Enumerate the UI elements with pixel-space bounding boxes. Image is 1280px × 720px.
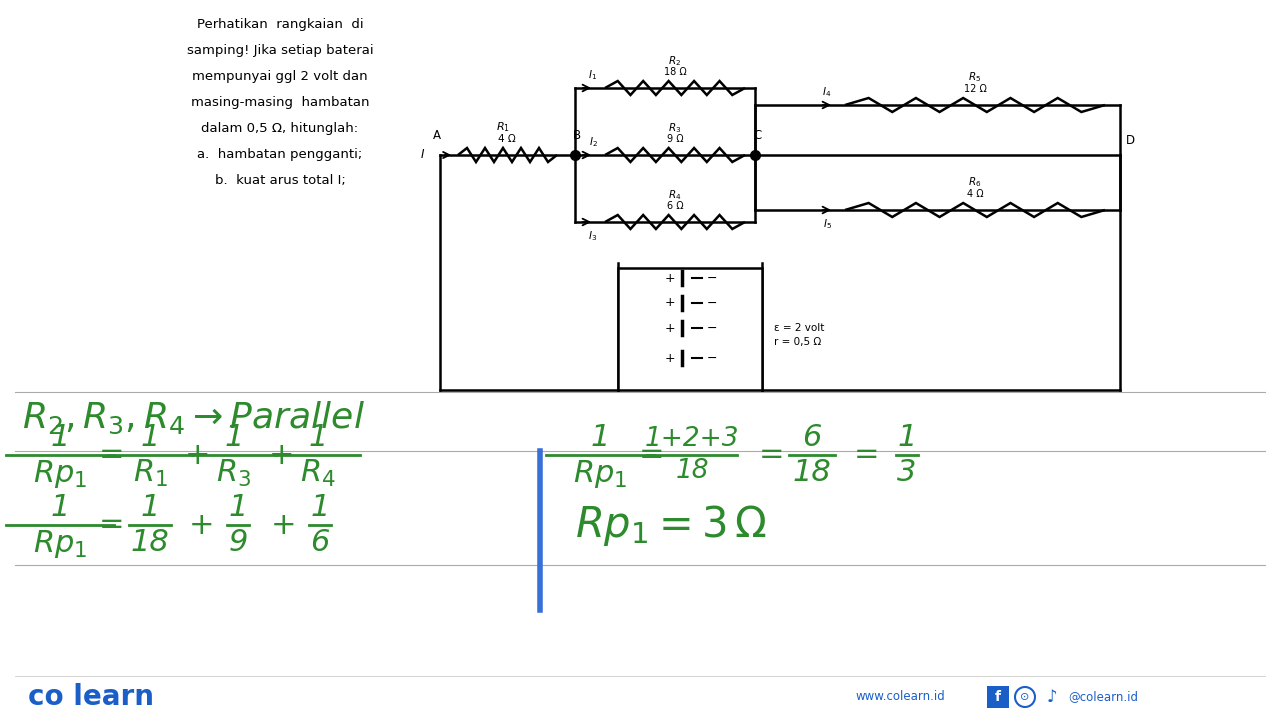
Text: samping! Jika setiap baterai: samping! Jika setiap baterai — [187, 44, 374, 57]
Text: 18: 18 — [792, 458, 832, 487]
Text: co learn: co learn — [28, 683, 154, 711]
Bar — [618, 268, 762, 390]
Text: 9 Ω: 9 Ω — [667, 134, 684, 144]
Text: 1+2+3: 1+2+3 — [645, 426, 740, 452]
Text: $\it{Rp_1 = 3\,\Omega}$: $\it{Rp_1 = 3\,\Omega}$ — [575, 503, 767, 547]
Text: mempunyai ggl 2 volt dan: mempunyai ggl 2 volt dan — [192, 70, 367, 83]
Text: 6: 6 — [803, 423, 822, 452]
Text: 1: 1 — [308, 423, 328, 452]
Text: b.  kuat arus total I;: b. kuat arus total I; — [215, 174, 346, 187]
Text: −: − — [707, 271, 717, 284]
Text: +: + — [664, 271, 676, 284]
Text: =: = — [100, 441, 124, 469]
Text: 1: 1 — [50, 423, 69, 452]
Text: +: + — [664, 351, 676, 364]
Text: $I_2$: $I_2$ — [589, 135, 598, 149]
Text: 1: 1 — [590, 423, 609, 452]
Text: a.  hambatan pengganti;: a. hambatan pengganti; — [197, 148, 362, 161]
Text: D: D — [1126, 134, 1135, 147]
Text: 18 Ω: 18 Ω — [663, 67, 686, 77]
Text: =: = — [854, 441, 879, 469]
Text: +: + — [664, 322, 676, 335]
Text: B: B — [573, 129, 581, 142]
Text: @colearn.id: @colearn.id — [1068, 690, 1138, 703]
Text: 6: 6 — [310, 528, 330, 557]
Text: 4 Ω: 4 Ω — [966, 189, 983, 199]
Text: 1: 1 — [224, 423, 243, 452]
Text: dalam 0,5 Ω, hitunglah:: dalam 0,5 Ω, hitunglah: — [201, 122, 358, 135]
Text: $R_1$: $R_1$ — [133, 458, 168, 489]
Text: $R_1$: $R_1$ — [497, 120, 509, 134]
Text: =: = — [100, 510, 124, 539]
Text: −: − — [707, 322, 717, 335]
Text: $R_3$: $R_3$ — [216, 458, 252, 489]
Text: $\it{R_2, R_3, R_4 \rightarrow Parallel}$: $\it{R_2, R_3, R_4 \rightarrow Parallel}… — [22, 400, 365, 436]
Text: $I_3$: $I_3$ — [589, 229, 598, 243]
Text: +: + — [664, 297, 676, 310]
Text: =: = — [759, 441, 785, 469]
Text: $I_1$: $I_1$ — [589, 68, 598, 82]
Text: A: A — [433, 129, 442, 142]
Text: 1: 1 — [141, 493, 160, 522]
Text: $Rp_1$: $Rp_1$ — [573, 458, 627, 490]
Text: 18: 18 — [676, 458, 709, 484]
Text: $I_4$: $I_4$ — [822, 85, 832, 99]
Text: 1: 1 — [50, 493, 69, 522]
Text: 18: 18 — [131, 528, 169, 557]
Text: +: + — [269, 441, 294, 469]
Text: +: + — [271, 510, 297, 539]
Text: ⊙: ⊙ — [1020, 692, 1029, 702]
Text: 1: 1 — [141, 423, 160, 452]
Text: $R_5$: $R_5$ — [969, 70, 982, 84]
Text: $R_2$: $R_2$ — [668, 54, 681, 68]
Text: masing-masing  hambatan: masing-masing hambatan — [191, 96, 369, 109]
Text: −: − — [707, 297, 717, 310]
Text: $R_4$: $R_4$ — [668, 188, 682, 202]
Text: $Rp_1$: $Rp_1$ — [33, 528, 87, 560]
Text: I: I — [420, 148, 424, 161]
Text: C: C — [753, 129, 762, 142]
Text: +: + — [186, 441, 211, 469]
Text: f: f — [995, 690, 1001, 704]
Text: 3: 3 — [897, 458, 916, 487]
Text: r = 0,5 Ω: r = 0,5 Ω — [774, 337, 822, 347]
Text: =: = — [639, 441, 664, 469]
Text: $R_3$: $R_3$ — [668, 121, 682, 135]
Text: $Rp_1$: $Rp_1$ — [33, 458, 87, 490]
Text: 1: 1 — [897, 423, 916, 452]
Text: www.colearn.id: www.colearn.id — [855, 690, 945, 703]
Text: $I_5$: $I_5$ — [823, 217, 832, 231]
FancyBboxPatch shape — [987, 686, 1009, 708]
Text: ♪: ♪ — [1047, 688, 1057, 706]
Text: 12 Ω: 12 Ω — [964, 84, 987, 94]
Text: 1: 1 — [310, 493, 330, 522]
Text: 4 Ω: 4 Ω — [498, 134, 516, 144]
Text: $R_4$: $R_4$ — [301, 458, 335, 489]
Text: −: − — [707, 351, 717, 364]
Text: ε = 2 volt: ε = 2 volt — [774, 323, 824, 333]
Text: Perhatikan  rangkaian  di: Perhatikan rangkaian di — [197, 18, 364, 31]
Text: 1: 1 — [228, 493, 248, 522]
Text: 9: 9 — [228, 528, 248, 557]
Text: $R_6$: $R_6$ — [969, 175, 982, 189]
Text: 6 Ω: 6 Ω — [667, 201, 684, 211]
Text: +: + — [189, 510, 215, 539]
